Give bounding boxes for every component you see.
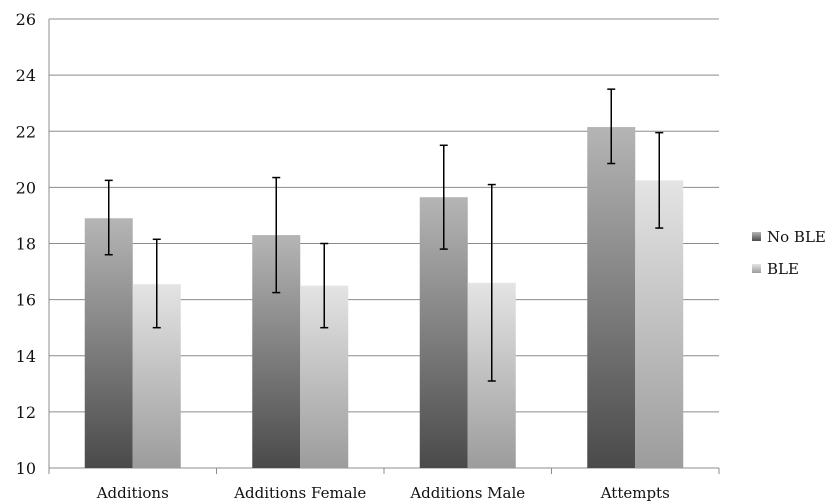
y-tick-label-16: 16 [16,291,36,310]
axes [48,19,720,474]
x-tick-label-1: Additions Female [233,484,366,502]
legend-label-0: No BLE [767,228,826,246]
error-bars [104,88,664,382]
bar-no-ble-0 [84,218,133,468]
x-tick-label-0: Additions [96,484,169,502]
y-tick-label-26: 26 [16,10,36,29]
legend-swatch-1 [752,264,761,273]
y-tick-label-12: 12 [16,403,36,422]
y-tick-label-10: 10 [16,459,36,478]
bars [84,127,684,469]
y-tick-label-20: 20 [16,178,36,197]
legend: No BLE BLE [752,228,826,278]
legend-swatch-0 [752,232,761,241]
legend-label-1: BLE [767,260,799,278]
y-tick-label-24: 24 [16,66,36,85]
y-tick-label-14: 14 [16,347,36,366]
tick-labels: 10 12 14 16 18 20 22 24 26 Additions Additions Fem… [16,10,670,502]
x-tick-label-3: Attempts [600,484,670,502]
bar-no-ble-3 [587,127,636,469]
x-tick-label-2: Additions Male [409,484,525,502]
y-tick-label-22: 22 [16,122,36,141]
y-tick-label-18: 18 [16,235,36,254]
